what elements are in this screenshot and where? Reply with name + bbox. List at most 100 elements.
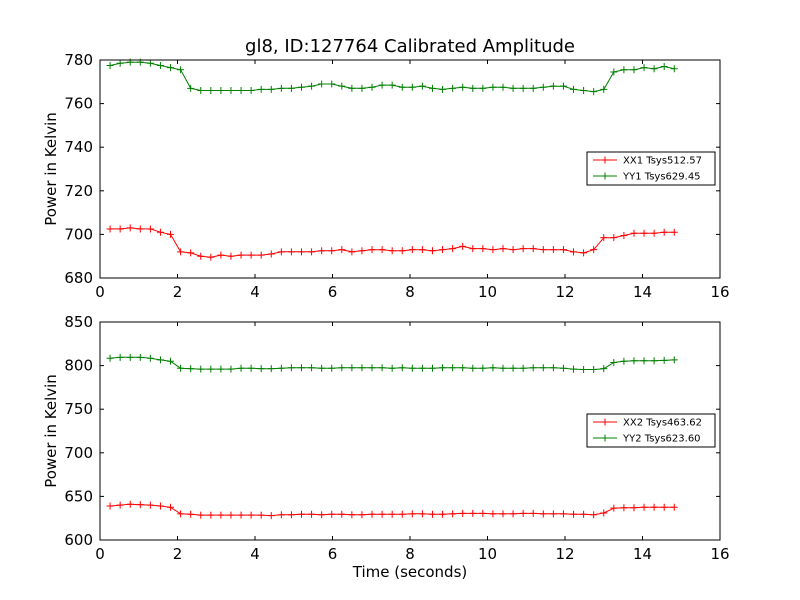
data-point (308, 364, 316, 372)
data-point (267, 85, 275, 93)
data-point (418, 246, 426, 254)
data-point (388, 247, 396, 255)
data-point (670, 503, 678, 511)
data-point (519, 364, 527, 372)
data-point (277, 364, 285, 372)
data-point (318, 80, 326, 88)
y-tick-label: 760 (64, 95, 93, 113)
legend-entry: YY2 Tsys623.60 (593, 434, 701, 445)
data-point (348, 511, 356, 519)
data-point (539, 246, 547, 254)
data-point (499, 83, 507, 91)
y-tick-label: 700 (64, 444, 93, 462)
data-point (489, 246, 497, 254)
legend-marker (601, 172, 609, 180)
data-point (418, 82, 426, 90)
legend-box (586, 151, 716, 186)
data-point (167, 503, 175, 511)
data-point (126, 500, 134, 508)
x-tick-label: 14 (633, 545, 652, 563)
data-point (519, 509, 527, 517)
data-point (670, 228, 678, 236)
data-point (247, 87, 255, 95)
data-point (479, 84, 487, 92)
data-point (388, 510, 396, 518)
data-point (318, 247, 326, 255)
data-point (348, 364, 356, 372)
data-point (116, 225, 124, 233)
data-point (610, 359, 618, 367)
data-point (610, 504, 618, 512)
data-point (247, 364, 255, 372)
data-point (640, 64, 648, 72)
data-point (529, 509, 537, 517)
data-point (257, 511, 265, 519)
data-point (358, 84, 366, 92)
legend: XX2 Tsys463.62 YY2 Tsys623.60 (586, 413, 716, 448)
data-point (509, 84, 517, 92)
data-point (428, 364, 436, 372)
data-point (368, 364, 376, 372)
data-point (298, 364, 305, 372)
data-point (489, 510, 497, 518)
data-point (459, 83, 467, 91)
data-point (630, 66, 638, 74)
data-point (177, 66, 185, 74)
data-point (499, 510, 507, 518)
data-point (640, 229, 648, 237)
data-point (439, 364, 447, 372)
data-point (640, 503, 648, 511)
data-point (408, 510, 416, 518)
data-point (580, 87, 588, 95)
data-point (177, 248, 185, 256)
legend-entry: YY1 Tsys629.45 (593, 172, 701, 183)
data-point (670, 356, 678, 364)
data-point (267, 512, 275, 520)
data-point (549, 510, 557, 518)
data-point (257, 365, 265, 373)
data-point (287, 364, 295, 372)
data-point (398, 83, 406, 91)
data-point (187, 365, 195, 373)
data-point (489, 364, 497, 372)
data-point (408, 83, 416, 91)
data-point (418, 364, 426, 372)
data-point (559, 510, 567, 518)
x-tick-label: 2 (173, 545, 183, 563)
data-point (439, 246, 447, 254)
data-point (469, 364, 477, 372)
data-point (267, 365, 275, 373)
data-point (529, 84, 537, 92)
data-point (156, 228, 164, 236)
data-point (570, 85, 578, 93)
data-point (146, 501, 154, 509)
data-point (338, 246, 346, 254)
data-point (217, 365, 225, 373)
x-tick-label: 16 (710, 283, 729, 301)
data-point (227, 252, 235, 260)
data-point (388, 364, 396, 372)
data-point (247, 251, 255, 259)
data-point (590, 366, 598, 374)
data-point (590, 88, 598, 96)
x-tick-label: 6 (328, 283, 338, 301)
legend-entry: XX2 Tsys463.62 (593, 418, 702, 429)
data-point (106, 502, 114, 510)
data-point (509, 510, 517, 518)
data-point (529, 245, 537, 253)
data-point (146, 59, 154, 67)
data-point (277, 84, 285, 92)
data-point (408, 364, 416, 372)
series-2 (106, 353, 678, 374)
data-point (489, 83, 497, 91)
data-point (479, 245, 487, 253)
x-tick-label: 12 (555, 545, 574, 563)
data-point (358, 364, 366, 372)
data-point (167, 230, 175, 238)
data-point (187, 249, 195, 257)
y-axis-label: Power in Kelvin (42, 374, 60, 488)
data-point (580, 249, 588, 257)
data-point (398, 364, 406, 372)
y-axis-label: Power in Kelvin (42, 112, 60, 226)
data-point (590, 511, 598, 519)
